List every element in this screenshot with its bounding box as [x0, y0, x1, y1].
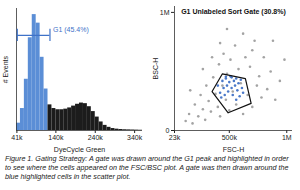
svg-text:G1 (45.4%): G1 (45.4%) — [53, 26, 89, 34]
svg-text:0: 0 — [166, 127, 170, 134]
svg-text:23k: 23k — [169, 134, 181, 141]
svg-text:G1 Unlabeled Sort Gate (30.8%): G1 Unlabeled Sort Gate (30.8%) — [181, 8, 286, 16]
svg-text:DyeCycle Green: DyeCycle Green — [54, 146, 105, 154]
svg-text:140k: 140k — [48, 134, 64, 141]
svg-text:240k: 240k — [88, 134, 104, 141]
svg-text:41k: 41k — [11, 134, 23, 141]
svg-text:1M: 1M — [282, 134, 292, 141]
svg-text:500k: 500k — [222, 134, 238, 141]
html-text:Figure 1. Gating Strategy: A g: Figure 1. Gating Strategy: A gate was dr… — [5, 154, 289, 181]
svg-text:340k: 340k — [127, 134, 143, 141]
svg-text:BSC-H: BSC-H — [152, 58, 159, 80]
svg-text:FSC-H: FSC-H — [223, 146, 244, 153]
svg-text:1M: 1M — [160, 9, 170, 16]
html-text:# Events: # Events — [1, 56, 9, 84]
